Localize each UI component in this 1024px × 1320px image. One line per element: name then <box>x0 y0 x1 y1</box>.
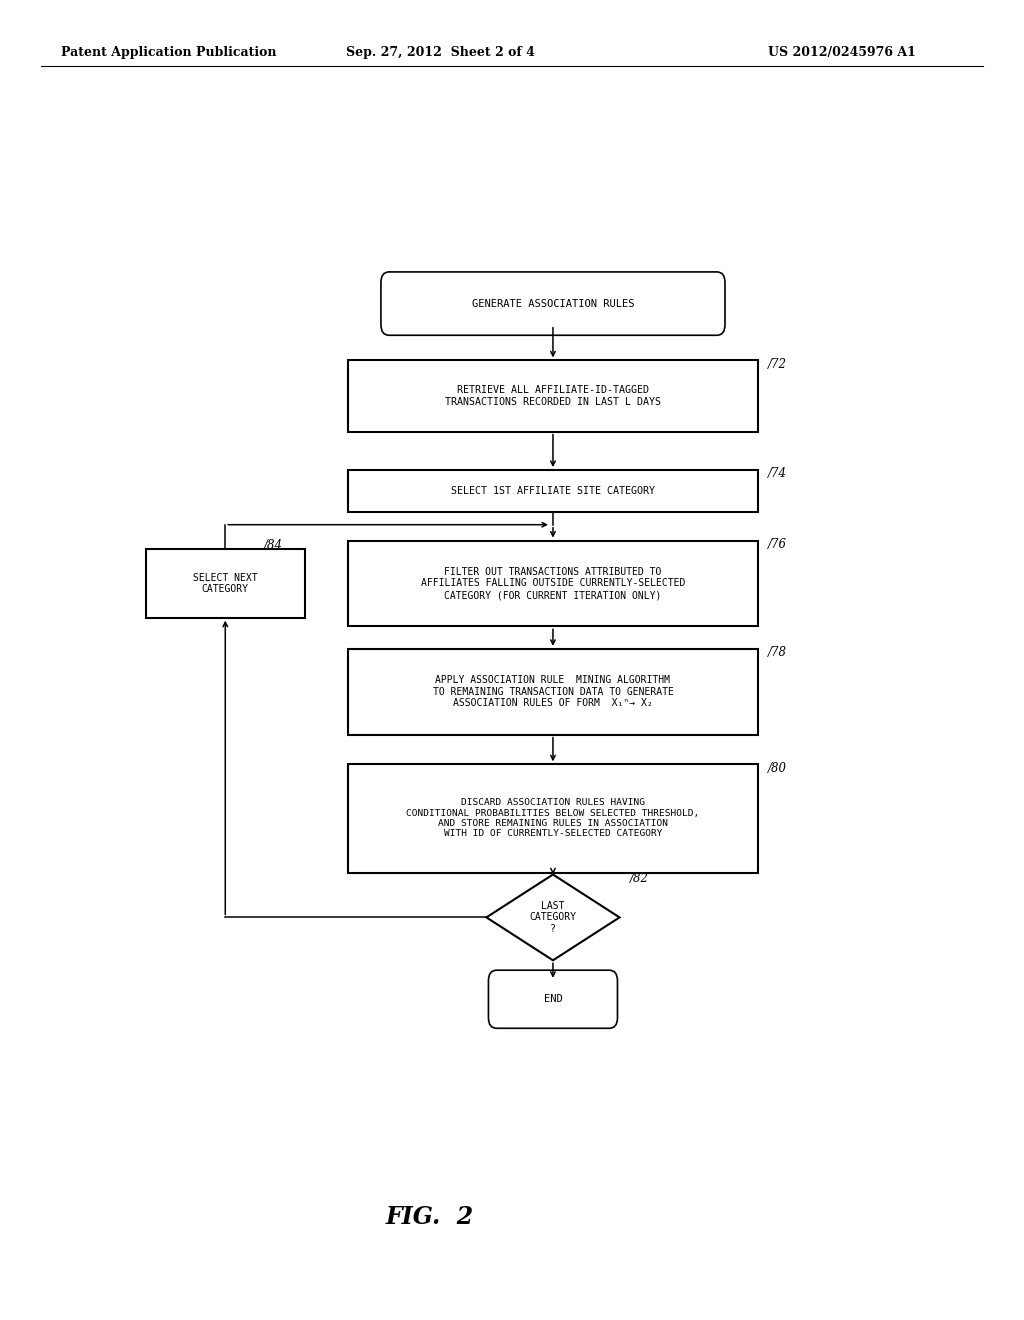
Text: US 2012/0245976 A1: US 2012/0245976 A1 <box>768 46 915 59</box>
Bar <box>348 649 758 734</box>
Text: END: END <box>544 994 562 1005</box>
Text: GENERATE ASSOCIATION RULES: GENERATE ASSOCIATION RULES <box>472 298 634 309</box>
Text: Patent Application Publication: Patent Application Publication <box>61 46 276 59</box>
Bar <box>348 360 758 432</box>
Bar <box>348 470 758 512</box>
Text: SELECT NEXT
CATEGORY: SELECT NEXT CATEGORY <box>193 573 258 594</box>
FancyBboxPatch shape <box>381 272 725 335</box>
FancyBboxPatch shape <box>488 970 617 1028</box>
Text: /72: /72 <box>768 358 787 371</box>
Text: /84: /84 <box>264 539 283 552</box>
Text: SELECT 1ST AFFILIATE SITE CATEGORY: SELECT 1ST AFFILIATE SITE CATEGORY <box>451 486 655 496</box>
Text: /80: /80 <box>768 762 787 775</box>
Text: Sep. 27, 2012  Sheet 2 of 4: Sep. 27, 2012 Sheet 2 of 4 <box>346 46 535 59</box>
Text: /82: /82 <box>630 871 649 884</box>
Text: /78: /78 <box>768 647 787 659</box>
Text: RETRIEVE ALL AFFILIATE-ID-TAGGED
TRANSACTIONS RECORDED IN LAST L DAYS: RETRIEVE ALL AFFILIATE-ID-TAGGED TRANSAC… <box>445 385 660 407</box>
Text: DISCARD ASSOCIATION RULES HAVING
CONDITIONAL PROBABILITIES BELOW SELECTED THRESH: DISCARD ASSOCIATION RULES HAVING CONDITI… <box>407 799 699 838</box>
Text: /74: /74 <box>768 467 787 480</box>
Bar <box>348 541 758 626</box>
Bar <box>348 764 758 873</box>
Polygon shape <box>486 874 620 961</box>
Text: FILTER OUT TRANSACTIONS ATTRIBUTED TO
AFFILIATES FALLING OUTSIDE CURRENTLY-SELEC: FILTER OUT TRANSACTIONS ATTRIBUTED TO AF… <box>421 566 685 601</box>
Text: APPLY ASSOCIATION RULE  MINING ALGORITHM
TO REMAINING TRANSACTION DATA TO GENERA: APPLY ASSOCIATION RULE MINING ALGORITHM … <box>432 675 674 709</box>
Bar <box>146 549 305 618</box>
Text: /76: /76 <box>768 539 787 550</box>
Text: LAST
CATEGORY
?: LAST CATEGORY ? <box>529 900 577 935</box>
Text: FIG.  2: FIG. 2 <box>386 1205 474 1229</box>
